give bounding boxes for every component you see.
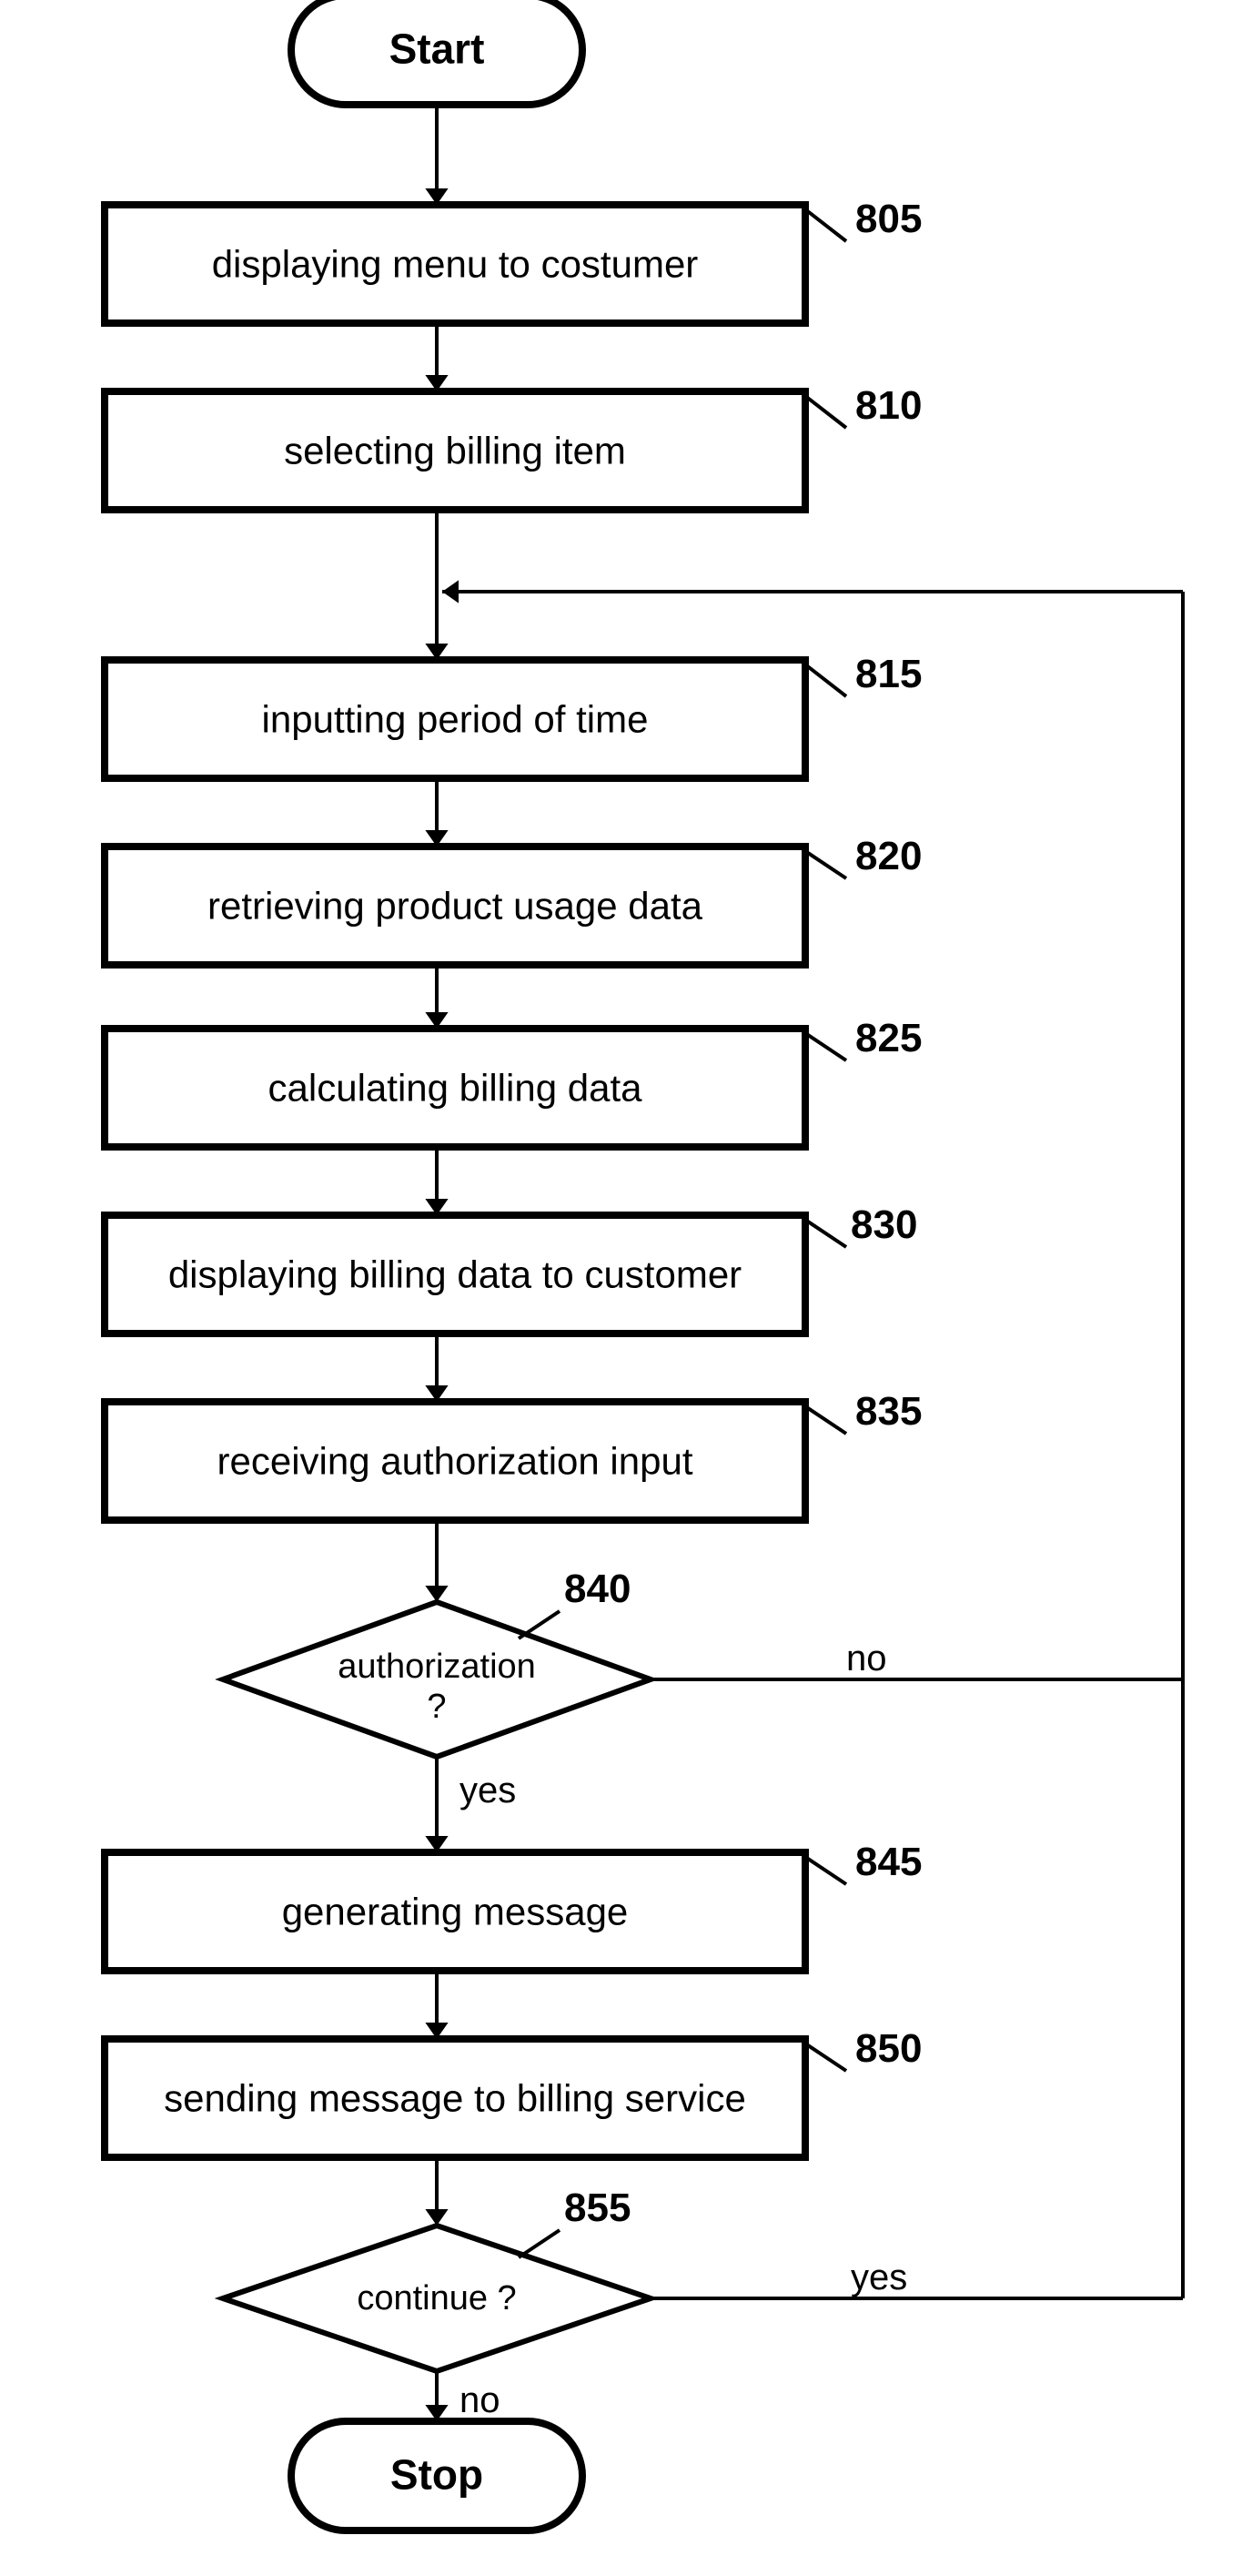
ref-tick <box>805 664 846 696</box>
branch-label-yes: yes <box>851 2257 907 2297</box>
terminal-start-label: Start <box>389 25 485 73</box>
ref-tick <box>805 1220 846 1247</box>
ref-label-855: 855 <box>564 2186 631 2230</box>
process-805-label: displaying menu to costumer <box>212 243 699 286</box>
terminal-stop-label: Stop <box>390 2451 483 2499</box>
ref-label-810: 810 <box>855 383 922 428</box>
ref-tick <box>805 209 846 241</box>
ref-tick <box>805 396 846 428</box>
ref-label-825: 825 <box>855 1016 922 1060</box>
process-825-label: calculating billing data <box>268 1067 643 1110</box>
decision-840-label2: ? <box>427 1688 446 1726</box>
process-810-label: selecting billing item <box>284 430 626 472</box>
ref-label-805: 805 <box>855 197 922 241</box>
ref-tick <box>805 1033 846 1060</box>
branch-label-yes: yes <box>459 1770 516 1810</box>
ref-label-830: 830 <box>851 1202 917 1247</box>
ref-label-845: 845 <box>855 1840 922 1884</box>
process-850-label: sending message to billing service <box>164 2077 746 2120</box>
process-820-label: retrieving product usage data <box>207 885 703 928</box>
ref-tick <box>519 2230 560 2257</box>
flowchart-canvas: Start displaying menu to costumer selectin… <box>0 0 1242 2571</box>
branch-label-no: no <box>846 1638 887 1678</box>
ref-tick <box>805 1857 846 1884</box>
ref-tick <box>805 2044 846 2071</box>
ref-tick <box>805 1406 846 1434</box>
branch-label-no: no <box>459 2380 500 2420</box>
ref-tick <box>519 1611 560 1638</box>
process-845-label: generating message <box>282 1891 629 1933</box>
process-830-label: displaying billing data to customer <box>168 1253 742 1296</box>
ref-tick <box>805 851 846 878</box>
ref-label-850: 850 <box>855 2026 922 2071</box>
ref-label-815: 815 <box>855 652 922 696</box>
decision-855-label: continue ? <box>357 2279 516 2317</box>
process-835-label: receiving authorization input <box>217 1440 693 1483</box>
ref-label-835: 835 <box>855 1389 922 1434</box>
ref-label-840: 840 <box>564 1567 631 1611</box>
decision-840-label: authorization <box>338 1648 536 1686</box>
process-815-label: inputting period of time <box>262 698 649 741</box>
ref-label-820: 820 <box>855 834 922 878</box>
